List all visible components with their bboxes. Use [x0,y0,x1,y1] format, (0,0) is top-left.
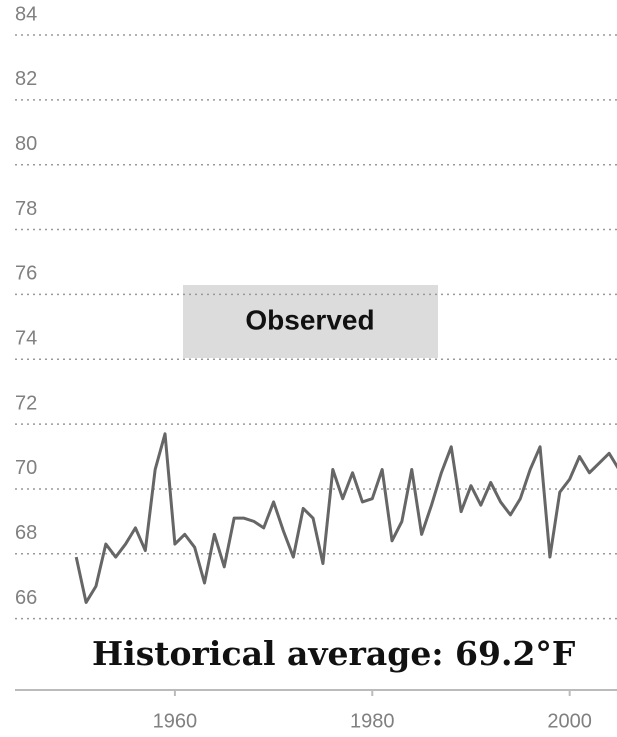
x-tick-label: 2000 [547,710,592,732]
y-tick-label: 74 [15,328,37,350]
y-tick-label: 78 [15,198,37,220]
y-tick-label: 80 [15,133,37,155]
y-tick-label: 66 [15,587,37,609]
y-tick-label: 70 [15,457,37,479]
annotation: Observed [245,304,374,335]
line [74,432,617,604]
annotation-box [183,285,438,358]
x-tick-label: 1960 [153,710,198,732]
x-tick-label: 1980 [350,710,395,732]
y-tick-label: 76 [15,263,37,285]
y-tick-label: 72 [15,392,37,414]
y-tick-label: 84 [15,3,37,25]
y-tick-label: 82 [15,68,37,90]
annotation: Historical average: 69.2°F [92,634,575,673]
y-tick-label: 68 [15,522,37,544]
